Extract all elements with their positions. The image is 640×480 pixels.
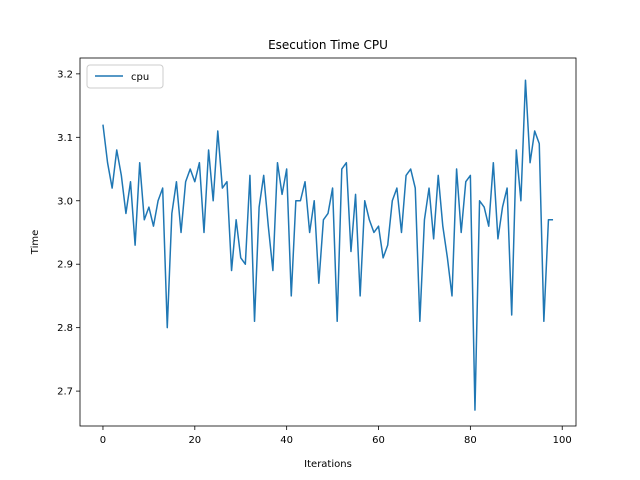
x-tick-label: 40	[280, 435, 293, 446]
x-tick-label: 80	[464, 435, 477, 446]
y-tick-label: 2.8	[57, 323, 73, 334]
plot-area	[102, 79, 554, 411]
x-tick-label: 60	[372, 435, 385, 446]
legend: cpu	[86, 64, 164, 89]
series-line-cpu	[102, 79, 554, 411]
y-tick-label: 3.0	[57, 196, 73, 207]
plot-frame	[79, 57, 577, 427]
y-tick-label: 3.2	[57, 69, 73, 80]
x-axis-label: Iterations	[304, 459, 352, 470]
legend-label-cpu: cpu	[131, 72, 149, 83]
x-tick-label: 100	[553, 435, 572, 446]
legend-box	[86, 64, 164, 89]
y-tick-label: 2.9	[57, 260, 73, 271]
y-tick-label: 2.7	[57, 387, 73, 398]
y-axis-label: Time	[30, 230, 41, 255]
chart-title: Esecution Time CPU	[268, 38, 388, 52]
y-tick-label: 3.1	[57, 133, 73, 144]
x-tick-label: 0	[100, 435, 106, 446]
y-axis: 2.7 2.8 2.9 3.0 3.1 3.2	[57, 69, 80, 398]
x-axis: 0 20 40 60 80 100	[100, 426, 572, 446]
x-tick-label: 20	[188, 435, 201, 446]
